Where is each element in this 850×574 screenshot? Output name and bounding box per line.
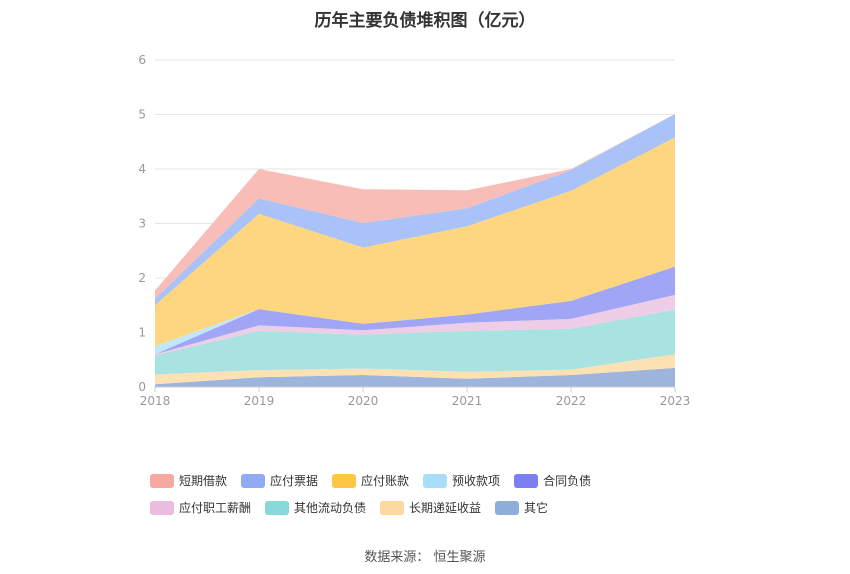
- legend-label: 预收款项: [452, 474, 501, 488]
- legend-item[interactable]: 其它: [495, 499, 548, 516]
- legend-item[interactable]: 长期递延收益: [380, 499, 481, 516]
- legend-item[interactable]: 预收款项: [423, 472, 500, 489]
- axes: 0 1 2 3 4 5 6 2018 2019 2020 2021 2022 2023: [138, 53, 690, 408]
- legend-label: 应付账款: [361, 474, 410, 488]
- legend-swatch: [150, 500, 174, 515]
- legend-swatch: [514, 473, 539, 488]
- legend-item[interactable]: 应付账款: [332, 472, 409, 489]
- y-tick-label: 2: [138, 271, 146, 285]
- area-series-0[interactable]: [155, 367, 675, 387]
- y-tick-label: 1: [138, 326, 146, 340]
- legend-item[interactable]: 短期借款: [150, 472, 227, 489]
- area-series-6[interactable]: [155, 137, 675, 347]
- legend-swatch: [332, 473, 357, 488]
- legend-label: 合同负债: [543, 474, 592, 488]
- area-series-8[interactable]: [155, 114, 675, 299]
- legend-label: 长期递延收益: [409, 501, 482, 515]
- area-series: [155, 114, 675, 387]
- chart-title: 历年主要负债堆积图（亿元）: [314, 11, 536, 31]
- x-tick-label: 2023: [660, 394, 691, 408]
- area-series-2[interactable]: [155, 309, 675, 375]
- legend-item[interactable]: 其他流动负债: [265, 499, 366, 516]
- legend-label: 应付职工薪酬: [179, 501, 252, 515]
- legend-swatch: [423, 473, 448, 488]
- x-tick-label: 2022: [556, 394, 587, 408]
- x-tick-label: 2018: [140, 394, 171, 408]
- area-series-3[interactable]: [155, 294, 675, 356]
- legend-item[interactable]: 应付票据: [241, 472, 318, 489]
- legend-swatch: [241, 473, 266, 488]
- data-source: 数据来源： 恒生聚源: [364, 550, 486, 565]
- y-tick-label: 3: [138, 217, 146, 231]
- legend: 短期借款 应付票据 应付账款 预收款项 合同负债应付职工薪酬 其他流动负债 长期递延收益 其它: [150, 472, 710, 526]
- legend-swatch: [265, 500, 290, 515]
- legend-swatch: [495, 500, 520, 515]
- legend-item[interactable]: 合同负债: [514, 472, 591, 489]
- y-tick-label: 4: [138, 162, 146, 176]
- legend-item[interactable]: 应付职工薪酬: [150, 499, 251, 516]
- x-tick-label: 2021: [452, 394, 483, 408]
- legend-label: 其他流动负债: [294, 501, 367, 515]
- legend-label: 其它: [524, 501, 549, 515]
- y-tick-label: 6: [138, 53, 146, 67]
- legend-swatch: [380, 500, 405, 515]
- legend-label: 应付票据: [270, 474, 319, 488]
- x-tick-label: 2019: [244, 394, 275, 408]
- legend-swatch: [150, 473, 174, 488]
- area-series-7[interactable]: [155, 114, 675, 306]
- area-series-4[interactable]: [155, 266, 675, 355]
- y-tick-label: 5: [138, 108, 146, 122]
- y-tick-label: 0: [138, 380, 146, 394]
- x-tick-label: 2020: [348, 394, 379, 408]
- legend-label: 短期借款: [179, 474, 228, 488]
